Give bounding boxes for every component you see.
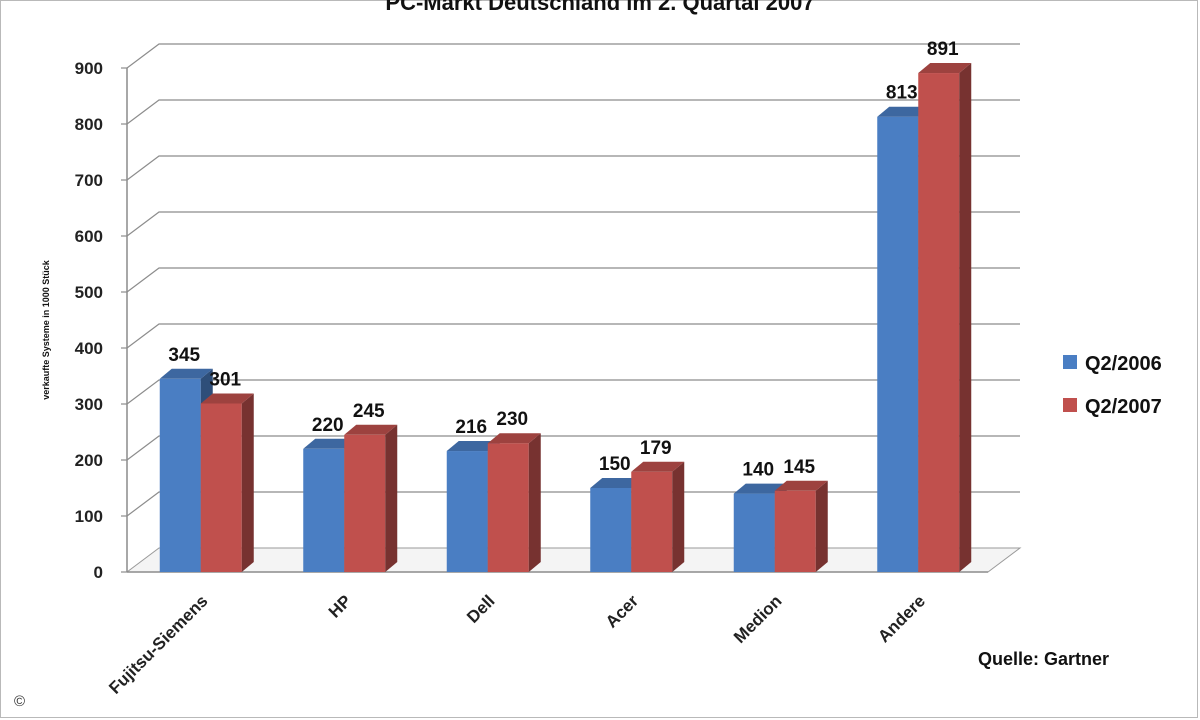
bar-1-0 [200,393,254,572]
bar-1-1 [344,424,398,572]
y-tick-label: 600 [75,227,103,246]
legend-label-q2-2007: Q2/2007 [1085,396,1162,418]
legend: Q2/2006 Q2/2007 [1063,353,1162,418]
bar-front [590,488,632,572]
bar-front [733,493,775,572]
bar-side [815,480,828,572]
category-label-5: Andere [874,591,929,646]
bar-1-2 [487,433,541,572]
data-label-0-0: 345 [168,345,200,366]
gridline [126,43,1020,69]
bar-1-5 [918,63,972,572]
bar-top [446,441,500,452]
gridline [126,435,1020,461]
category-label-0: Fujitsu-Siemens [105,591,211,697]
data-label-0-4: 140 [742,460,774,481]
bar-front [774,490,816,572]
y-tick-label: 800 [75,115,103,134]
source-annotation: Quelle: Gartner [978,649,1109,669]
y-tick-label: 0 [94,563,103,582]
bar-top [733,483,787,494]
bar-top [877,106,931,117]
data-label-0-1: 220 [312,415,344,436]
bar-side [959,63,972,572]
bar-front [631,471,673,572]
bar-layer [159,63,972,572]
bar-top [344,424,398,435]
category-label-1: HP [325,591,355,621]
data-label-0-2: 216 [455,417,487,438]
gridline [126,323,1020,349]
y-tick-label: 100 [75,507,103,526]
gridline [126,491,1020,517]
y-tick-label: 700 [75,171,103,190]
y-tick-label: 900 [75,59,103,78]
category-label-3: Acer [602,591,642,631]
bar-front [446,451,488,572]
legend-swatch-q2-2007 [1063,398,1077,412]
bar-top [590,478,644,488]
chart-title: PC-Markt Deutschland im 2. Quartal 2007 [385,0,814,15]
bar-top [303,438,357,449]
axis-layer: 0 100 200 300 400 500 600 700 800 900 [75,59,988,582]
legend-label-q2-2006: Q2/2006 [1085,353,1162,375]
legend-swatch-q2-2006 [1063,355,1077,369]
bar-top [631,461,685,472]
bar-1-3 [631,461,685,572]
gridline [126,379,1020,405]
bar-top [200,393,254,404]
bar-front [344,434,386,572]
gridline [126,155,1020,181]
category-label-2: Dell [463,591,498,626]
bar-side [528,433,541,572]
bar-front [918,73,960,572]
data-label-0-3: 150 [599,454,631,475]
data-label-1-0: 301 [209,369,241,390]
bar-front [200,403,242,572]
y-tick-label: 200 [75,451,103,470]
bar-top [487,433,541,444]
bar-side [385,424,398,572]
bar-side [241,393,254,572]
bar-top [159,368,213,379]
bar-front [877,116,919,572]
bar-top [918,63,972,74]
y-tick-label: 400 [75,339,103,358]
data-label-0-5: 813 [886,83,918,104]
data-label-1-2: 230 [496,409,528,430]
bar-front [303,448,345,572]
bar-top [774,480,828,491]
bar-front [487,443,529,572]
bar-1-4 [774,480,828,572]
y-axis-label: verkaufte Systeme in 1000 Stück [41,259,51,400]
bar-front [159,378,201,572]
gridline [126,211,1020,237]
category-label-4: Medion [730,591,786,647]
gridline [126,99,1020,125]
y-tick-label: 300 [75,395,103,414]
data-label-1-3: 179 [640,438,672,459]
data-label-1-1: 245 [353,401,385,422]
copyright-symbol: © [14,693,25,710]
label-layer: 345 301 Fujitsu-Siemens 220 245 HP 216 230 Dell 1… [105,39,959,698]
data-label-1-5: 891 [927,39,959,60]
data-label-1-4: 145 [783,457,815,478]
bar-side [672,461,685,572]
y-tick-label: 500 [75,283,103,302]
gridline [126,267,1020,293]
